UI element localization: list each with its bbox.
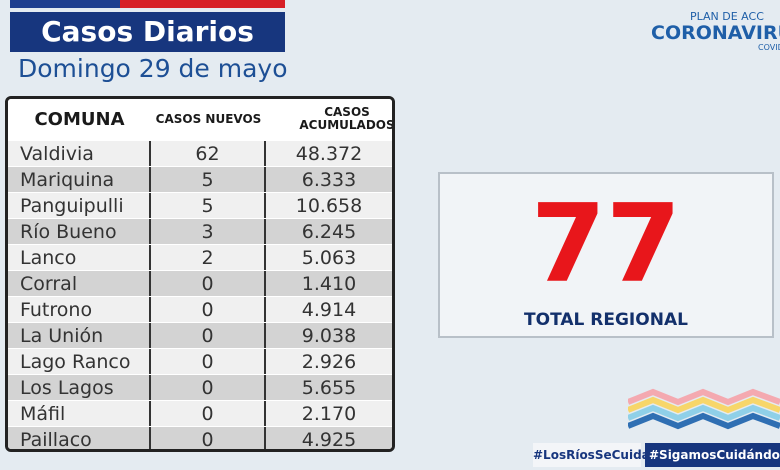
- table-cell: Río Bueno: [8, 219, 151, 245]
- table-cell: 2.170: [301, 403, 357, 425]
- table-cell: 9.038: [301, 325, 357, 347]
- table-cell: 62: [151, 141, 266, 167]
- table-cell: 5.063: [301, 247, 357, 269]
- logo-sub: COVID: [758, 43, 780, 52]
- table-cell: Máfil: [8, 401, 151, 427]
- table-cell: 3: [151, 219, 266, 245]
- column-header: COMUNA: [8, 99, 153, 139]
- table-row: Corral 0 1.410: [8, 270, 392, 297]
- title: Casos Diarios: [10, 12, 285, 52]
- table-cell: Paillaco: [8, 427, 151, 449]
- table-row: La Unión 0 9.038: [8, 322, 392, 349]
- table-cell: 6.333: [301, 169, 357, 191]
- hashtag: #LosRíosSeCuida: [533, 443, 650, 467]
- wave-decoration: [628, 388, 780, 430]
- table-cell: 5.655: [301, 377, 357, 399]
- table-cell: 2.926: [301, 351, 357, 373]
- table-cell: Los Lagos: [8, 375, 151, 401]
- subtitle: Domingo 29 de mayo: [18, 54, 288, 83]
- logo-plan: PLAN DE ACC: [690, 10, 764, 23]
- table-cell: La Unión: [8, 323, 151, 349]
- table-cell: 48.372: [295, 143, 363, 165]
- total-box: [438, 172, 774, 338]
- table-row: Lago Ranco 0 2.926: [8, 348, 392, 375]
- table-row: Lanco 2 5.063: [8, 244, 392, 271]
- table-cell: 0: [151, 297, 266, 323]
- table-row: Panguipulli 5 10.658: [8, 192, 392, 219]
- table-cell: Lago Ranco: [8, 349, 151, 375]
- table-row: Mariquina 5 6.333: [8, 166, 392, 193]
- flag-strip: [10, 0, 285, 8]
- table-cell: 0: [151, 271, 266, 297]
- total-value: 77: [530, 182, 682, 307]
- table-cell: 1.410: [301, 273, 357, 295]
- table-row: Futrono 0 4.914: [8, 296, 392, 323]
- table-row: Río Bueno 3 6.245: [8, 218, 392, 245]
- table-cell: 4.925: [301, 429, 357, 451]
- column-header: CASOS ACUMULADOS: [266, 99, 392, 139]
- table-row: Paillaco 0 4.925: [8, 426, 392, 451]
- hashtag: #SigamosCuidándon: [645, 443, 780, 467]
- table-row: Valdivia 62 48.372: [8, 140, 392, 167]
- table-cell: Futrono: [8, 297, 151, 323]
- total-label: TOTAL REGIONAL: [524, 310, 688, 330]
- table-cell: 5: [151, 167, 266, 193]
- table-cell: Mariquina: [8, 167, 151, 193]
- logo-brand: CORONAVIRU: [651, 22, 780, 44]
- table-row: Los Lagos 0 5.655: [8, 374, 392, 401]
- table-cell: 0: [151, 401, 266, 427]
- table-cell: Corral: [8, 271, 151, 297]
- table-cell: Lanco: [8, 245, 151, 271]
- table-cell: 5: [151, 193, 266, 219]
- table-cell: Panguipulli: [8, 193, 151, 219]
- table-cell: Valdivia: [8, 141, 151, 167]
- table-row: Máfil 0 2.170: [8, 400, 392, 427]
- table-cell: 2: [151, 245, 266, 271]
- table-cell: 0: [151, 427, 266, 449]
- table: COMUNA CASOS NUEVOS CASOS ACUMULADOS Valdiv…: [5, 96, 395, 452]
- column-header: CASOS NUEVOS: [151, 99, 268, 139]
- table-cell: 0: [151, 323, 266, 349]
- table-cell: 0: [151, 349, 266, 375]
- table-cell: 6.245: [301, 221, 357, 243]
- table-cell: 4.914: [301, 299, 357, 321]
- table-cell: 10.658: [295, 195, 363, 217]
- table-cell: 0: [151, 375, 266, 401]
